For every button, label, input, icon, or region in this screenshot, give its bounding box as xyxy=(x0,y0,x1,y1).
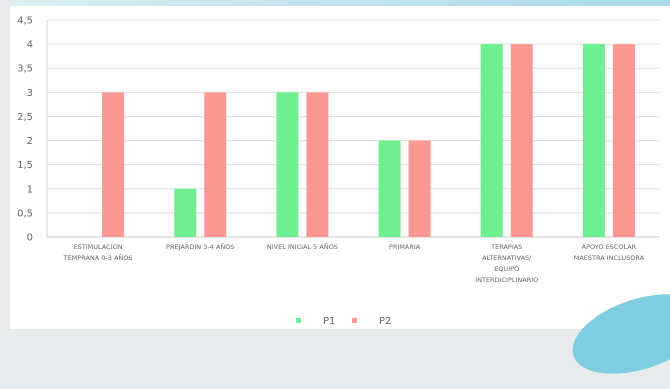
y-tick-label: 1 xyxy=(27,184,33,195)
category-label: MAESTRA INCLUSORA xyxy=(574,254,645,262)
bar-p2 xyxy=(510,44,533,237)
bar-p1 xyxy=(480,44,503,237)
decorative-top-strip xyxy=(10,0,670,6)
bar-p1 xyxy=(276,92,299,237)
category-label: ALTERNATIVAS/ xyxy=(482,254,532,262)
y-tick-label: 3 xyxy=(27,88,33,99)
y-tick-label: 1,5 xyxy=(17,160,33,171)
bar-chart: 0 0,5 1 1,5 2 2,5 3 3,5 4 4,5 ESTIMULACION TEMPRANA… xyxy=(17,16,660,327)
bar-p1 xyxy=(378,140,401,237)
legend-swatch-p1 xyxy=(296,318,301,323)
bar-p2 xyxy=(306,92,329,237)
category-label: EQUIPO xyxy=(494,265,519,273)
legend-label-p2: P2 xyxy=(379,316,391,327)
category-label: PRIMARIA xyxy=(389,243,421,251)
y-tick-label: 0,5 xyxy=(17,208,33,219)
legend-label-p1: P1 xyxy=(323,316,335,327)
bar-p1 xyxy=(174,188,197,237)
category-label: PREJARDIN 3-4 AÑOS xyxy=(166,242,234,251)
category-label: ESTIMULACION xyxy=(74,243,123,251)
bar-p2 xyxy=(408,140,431,237)
category-label: TERAPIAS xyxy=(490,243,522,251)
bar-p2 xyxy=(612,44,635,237)
y-tick-label: 2 xyxy=(27,136,33,147)
bar-p2 xyxy=(204,92,227,237)
category-label: NIVEL INICIAL 5 AÑOS xyxy=(267,242,338,251)
y-tick-label: 4 xyxy=(27,40,33,51)
bar-p1 xyxy=(582,44,605,237)
bar-p2 xyxy=(102,92,125,237)
legend-swatch-p2 xyxy=(352,318,357,323)
category-label: INTERDICIPLINARIO xyxy=(475,276,538,284)
y-tick-label: 0 xyxy=(27,233,33,244)
y-tick-label: 2,5 xyxy=(17,112,33,123)
category-label: TEMPRANA 0-3 AÑOS xyxy=(63,253,133,262)
y-tick-label: 4,5 xyxy=(17,16,33,27)
slide-background: 0 0,5 1 1,5 2 2,5 3 3,5 4 4,5 ESTIMULACION TEMPRANA… xyxy=(10,0,670,389)
y-tick-label: 3,5 xyxy=(17,64,33,75)
category-label: APOYO ESCOLAR xyxy=(582,243,637,251)
